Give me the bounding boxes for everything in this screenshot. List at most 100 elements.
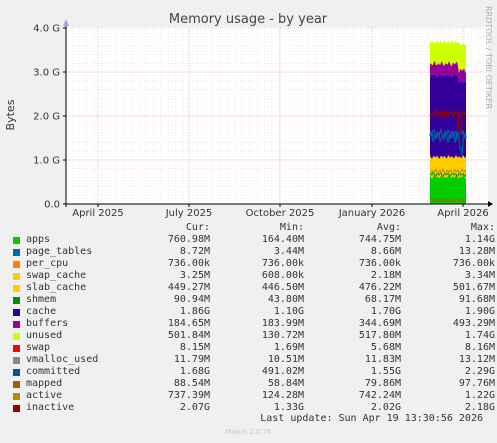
legend-max-value: 2.29G (464, 366, 495, 377)
committed-line (429, 130, 467, 155)
legend-name: active (26, 390, 63, 401)
legend-min-value: 1.10G (273, 306, 304, 317)
y-tick-label: 4.0 G (33, 24, 60, 35)
legend-avg-value: 344.69M (358, 318, 401, 329)
rrdtool-watermark: RRDTOOL / TOBI OETIKER (484, 6, 493, 109)
legend-cur-value: 88.54M (173, 378, 210, 389)
legend-name: per_cpu (26, 258, 69, 269)
cache-area (430, 73, 466, 159)
legend-cur-value: 501.84M (167, 330, 210, 341)
legend-cur-value: 736.00k (167, 258, 210, 269)
legend-name: slab_cache (26, 282, 87, 293)
legend-min-value: 124.28M (261, 390, 304, 401)
y-axis-label: Bytes (4, 99, 17, 130)
legend-row-vmalloc-used: vmalloc_used 11.79M 10.51M 11.83M 13.12M (12, 354, 495, 366)
legend-avg-value: 1.70G (370, 306, 401, 317)
legend-avg-value: 736.00k (358, 258, 401, 269)
legend-max-value: 91.68M (458, 294, 495, 305)
legend-swatch (13, 309, 20, 316)
legend-avg-value: 1.55G (370, 366, 401, 377)
y-tick-label: 1.0 G (33, 156, 60, 167)
legend-name: committed (26, 366, 81, 377)
legend-swatch (13, 381, 20, 388)
legend-max-value: 97.76M (458, 378, 495, 389)
legend-name: cache (26, 306, 57, 317)
legend-swatch (13, 405, 20, 412)
legend-row-mapped: mapped 88.54M 58.84M 79.86M 97.76M (12, 378, 495, 390)
legend-cur-value: 737.39M (167, 390, 210, 401)
legend-max-value: 13.12M (458, 354, 495, 365)
mapped-line (429, 198, 467, 202)
legend-row-per-cpu: per_cpu 736.00k 736.00k 736.00k 736.00k (12, 258, 495, 270)
y-axis-arrow (63, 19, 69, 26)
plot-area (66, 27, 488, 204)
x-axis-arrow (488, 201, 493, 207)
header-min: Min: (279, 222, 304, 233)
legend-row-inactive: inactive 2.07G 1.33G 2.02G 2.18G (12, 402, 495, 414)
legend-max-value: 8.16M (464, 342, 495, 353)
legend-cur-value: 1.68G (179, 366, 210, 377)
legend-min-value: 736.00k (261, 258, 304, 269)
legend-avg-value: 517.80M (358, 330, 401, 341)
legend-name: unused (26, 330, 63, 341)
legend-swatch (13, 369, 20, 376)
active-line (429, 167, 467, 176)
legend-row-committed: committed 1.68G 491.02M 1.55G 2.29G (12, 366, 495, 378)
legend-avg-value: 68.17M (364, 294, 401, 305)
legend-name: mapped (26, 378, 63, 389)
unused-area (430, 40, 466, 74)
legend-row-swap-cache: swap_cache 3.25M 608.00k 2.18M 3.34M (12, 270, 495, 282)
legend-min-value: 43.80M (267, 294, 304, 305)
legend-row-page-tables: page_tables 8.72M 3.44M 8.66M 13.28M (12, 246, 495, 258)
memory-usage-chart: Memory usage - by year Bytes RRDTOOL / T… (4, 6, 493, 219)
legend-avg-value: 2.02G (370, 402, 401, 413)
legend-cur-value: 90.94M (173, 294, 210, 305)
legend-max-value: 736.00k (452, 258, 495, 269)
x-tick-label: July 2025 (165, 208, 213, 219)
legend-swatch (13, 249, 20, 256)
legend-swatch (13, 393, 20, 400)
legend-name: swap (26, 342, 51, 353)
legend-max-value: 1.14G (464, 234, 495, 245)
legend-cur-value: 8.72M (179, 246, 210, 257)
legend-row-apps: apps 760.98M 164.40M 744.75M 1.14G (12, 234, 495, 246)
legend-swatch (13, 285, 20, 292)
header-avg: Avg: (376, 222, 401, 233)
legend-swatch (13, 321, 20, 328)
legend-cur-value: 2.07G (179, 402, 210, 413)
legend-min-value: 608.00k (261, 270, 304, 281)
legend-max-value: 1.22G (464, 390, 495, 401)
legend-max-value: 1.90G (464, 306, 495, 317)
legend-name: apps (26, 234, 51, 245)
x-tick-label: April 2025 (72, 208, 123, 219)
x-tick-label: October 2025 (246, 208, 315, 219)
legend-avg-value: 5.68M (370, 342, 401, 353)
legend-name: vmalloc_used (26, 354, 99, 365)
legend-min-value: 58.84M (267, 378, 304, 389)
legend-cur-value: 11.79M (173, 354, 210, 365)
legend-min-value: 10.51M (267, 354, 304, 365)
legend-avg-value: 11.83M (364, 354, 401, 365)
legend-max-value: 501.67M (452, 282, 495, 293)
legend-cur-value: 1.86G (179, 306, 210, 317)
legend-swatch (13, 357, 20, 364)
legend-max-value: 13.28M (458, 246, 495, 257)
axes (63, 19, 493, 207)
legend-row-swap: swap 8.15M 1.69M 5.68M 8.16M (12, 342, 495, 354)
legend-min-value: 183.99M (261, 318, 304, 329)
x-tick-label: April 2026 (437, 208, 488, 219)
legend-avg-value: 742.24M (358, 390, 401, 401)
legend-max-value: 493.29M (452, 318, 495, 329)
legend-avg-value: 744.75M (358, 234, 401, 245)
chart-svg: Memory usage - by year Bytes RRDTOOL / T… (4, 6, 493, 219)
legend-cur-value: 449.27M (167, 282, 210, 293)
legend-avg-value: 8.66M (370, 246, 401, 257)
legend-swatch (13, 333, 20, 340)
series-group (429, 40, 467, 204)
buffers-area (430, 60, 466, 83)
apps-area (430, 174, 466, 204)
legend-swatch (13, 237, 20, 244)
legend-swatch (13, 273, 20, 280)
legend-swatch (13, 297, 20, 304)
legend-avg-value: 79.86M (364, 378, 401, 389)
